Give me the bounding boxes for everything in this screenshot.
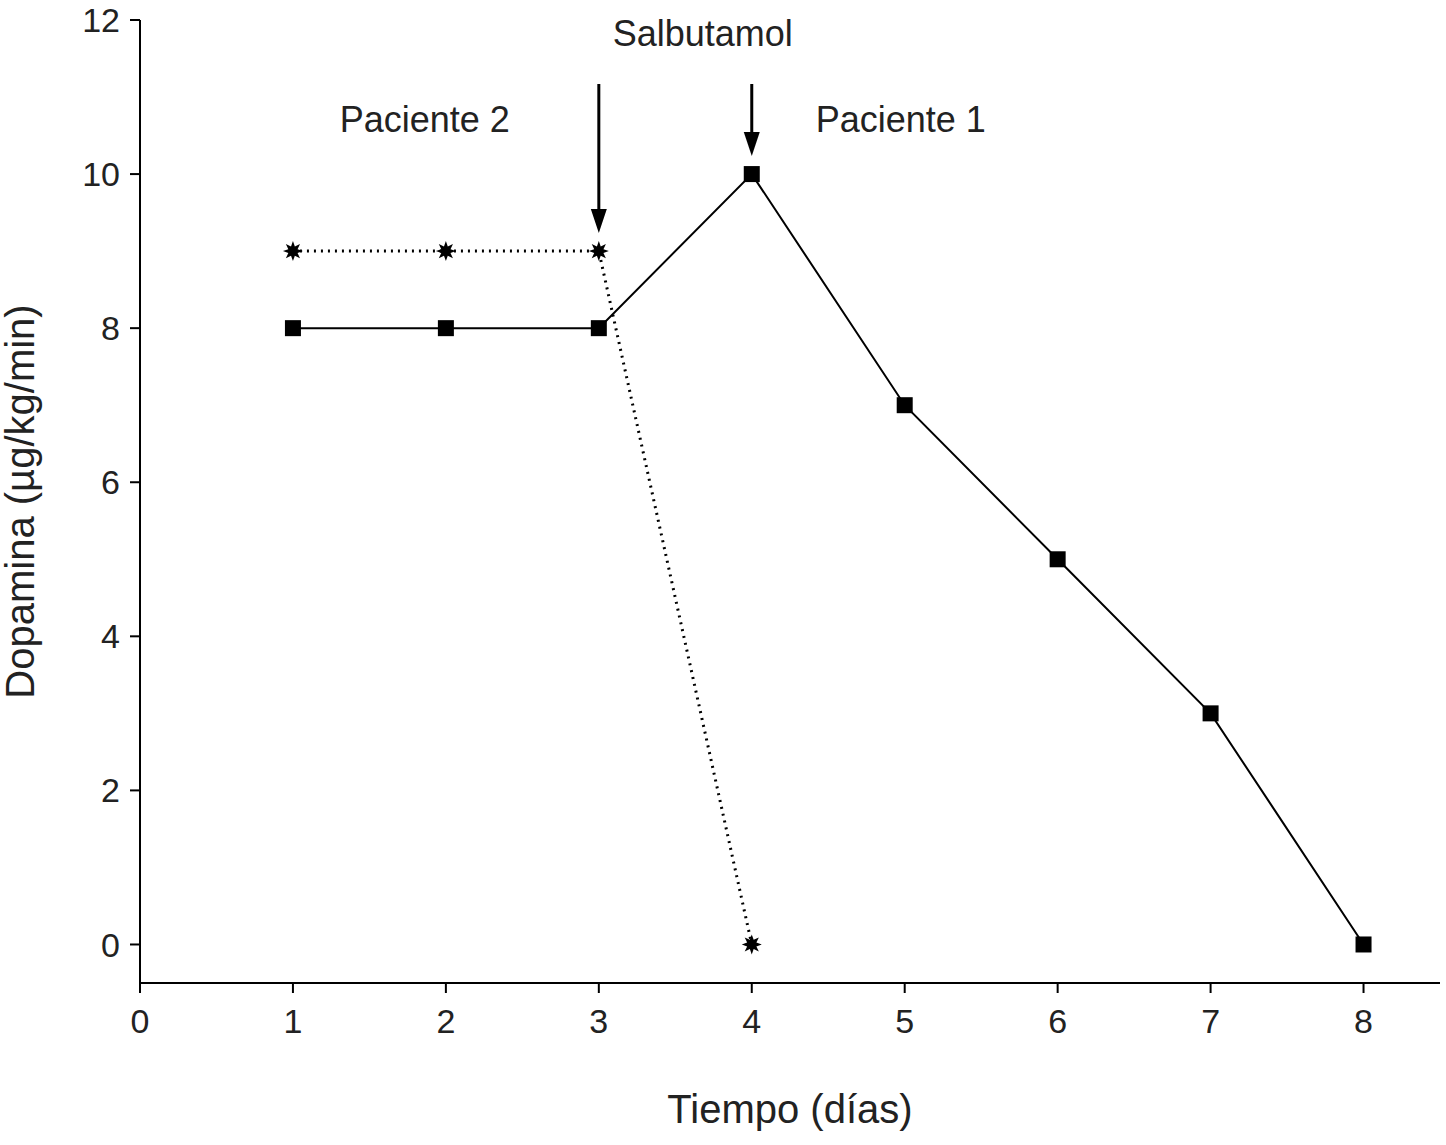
svg-text:Paciente 1: Paciente 1: [816, 99, 986, 140]
svg-text:12: 12: [82, 1, 120, 39]
svg-text:8: 8: [1354, 1002, 1373, 1040]
svg-text:1: 1: [283, 1002, 302, 1040]
svg-text:6: 6: [1048, 1002, 1067, 1040]
svg-text:8: 8: [101, 309, 120, 347]
svg-text:6: 6: [101, 463, 120, 501]
svg-text:Salbutamol: Salbutamol: [613, 13, 793, 54]
svg-text:0: 0: [101, 926, 120, 964]
svg-text:0: 0: [131, 1002, 150, 1040]
svg-text:3: 3: [589, 1002, 608, 1040]
svg-text:4: 4: [742, 1002, 761, 1040]
svg-text:7: 7: [1201, 1002, 1220, 1040]
svg-text:Dopamina (µg/kg/min): Dopamina (µg/kg/min): [8, 304, 42, 698]
svg-text:Paciente 2: Paciente 2: [340, 99, 510, 140]
svg-text:5: 5: [895, 1002, 914, 1040]
svg-text:10: 10: [82, 155, 120, 193]
svg-text:4: 4: [101, 617, 120, 655]
svg-text:2: 2: [436, 1002, 455, 1040]
svg-text:Tiempo (días): Tiempo (días): [667, 1087, 912, 1131]
svg-text:2: 2: [101, 771, 120, 809]
